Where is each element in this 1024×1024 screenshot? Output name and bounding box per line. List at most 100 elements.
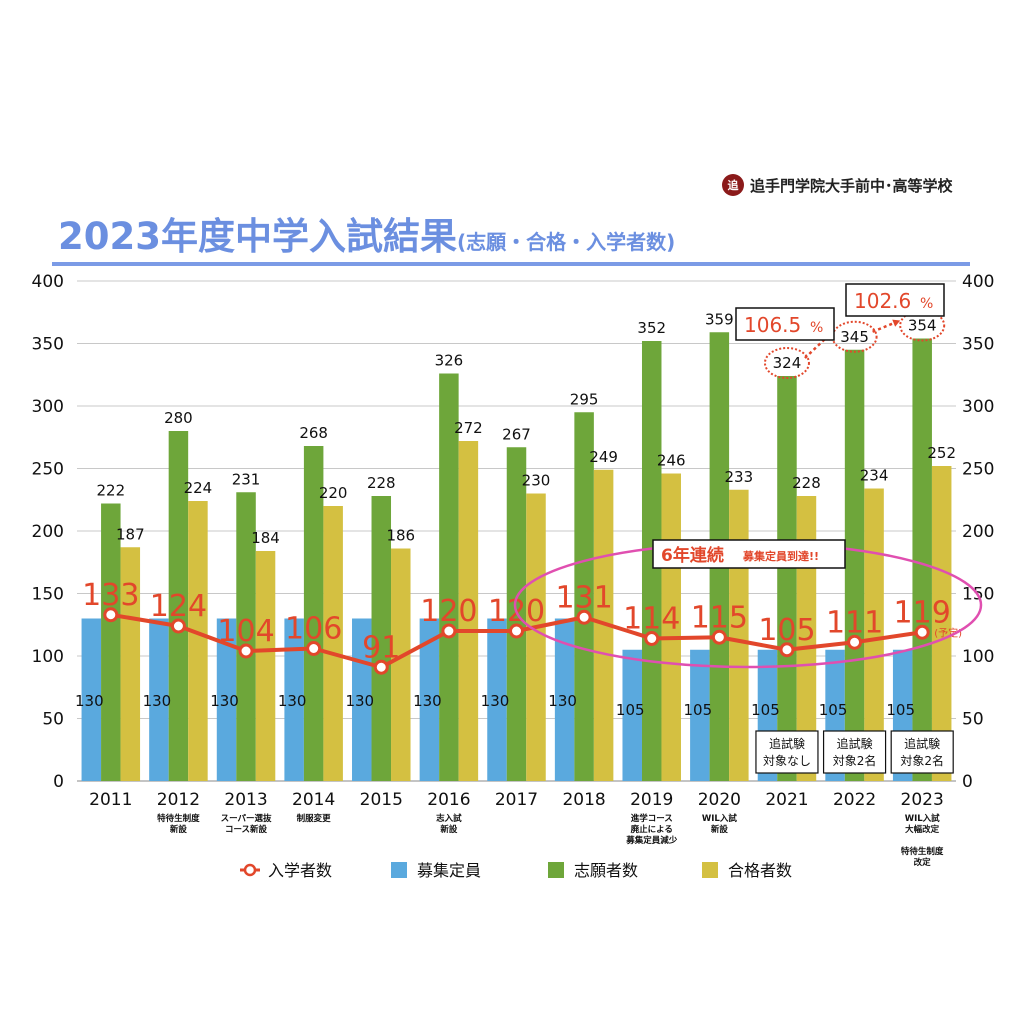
growth-arrow-head [892, 319, 901, 327]
enrolled-value-label: 91 [362, 630, 400, 665]
enrolled-point [170, 618, 186, 634]
capacity-value-label: 105 [616, 701, 645, 719]
growth-pct-unit: % [920, 296, 933, 312]
supplementary-exam-text: 対象2名 [900, 753, 944, 768]
applicants-bar [844, 349, 865, 781]
y-tick-right: 350 [962, 335, 994, 355]
category-note: 進学コース [631, 813, 673, 824]
passed-value-label: 234 [860, 467, 889, 485]
passed-bar [391, 548, 411, 781]
enrolled-point [914, 624, 930, 640]
applicants-value-label: 280 [164, 409, 193, 427]
category-note: WIL入試 [905, 813, 940, 824]
legend-bar-swatch [702, 862, 718, 878]
passed-value-label: 220 [319, 484, 348, 502]
supplementary-exam-text: 追試験 [904, 736, 940, 751]
category-note: 特待生制度 [901, 846, 944, 857]
banner-big-text: 6年連続 [661, 545, 724, 566]
passed-value-label: 272 [454, 419, 483, 437]
enrolled-point [306, 641, 322, 656]
capacity-value-label: 105 [886, 701, 915, 719]
capacity-bar [149, 618, 169, 781]
growth-pct-value: 102.6 [854, 289, 911, 313]
title-sub: (志願・合格・入学者数) [456, 230, 676, 254]
growth-highlight-circle [763, 347, 810, 379]
passed-value-label: 252 [927, 444, 956, 462]
enrolled-point [238, 643, 254, 659]
applicants-bar [912, 338, 932, 781]
growth-pct-box [735, 307, 835, 341]
growth-pct-unit: % [810, 320, 823, 336]
applicants-value-label: 352 [637, 319, 666, 337]
legend-bar-swatch [391, 862, 407, 878]
x-tick-label: 2015 [360, 790, 403, 810]
supplementary-exam-text: 追試験 [769, 736, 805, 751]
capacity-bar [554, 618, 575, 781]
enrolled-value-label: 119 [894, 595, 951, 630]
x-tick-label: 2023 [901, 790, 944, 810]
y-tick-right: 250 [962, 460, 994, 480]
category-note: WIL入試 [702, 813, 737, 824]
category-note: 募集定員減少 [625, 835, 678, 846]
capacity-value-label: 130 [210, 692, 239, 710]
y-tick-left: 200 [32, 522, 64, 542]
supplementary-exam-box [890, 730, 954, 774]
applicants-bar [101, 503, 121, 781]
passed-value-label: 184 [251, 529, 280, 547]
category-note: 制服変更 [297, 813, 332, 824]
legend-label: 入学者数 [268, 861, 332, 880]
x-tick-label: 2019 [630, 790, 673, 810]
enrolled-point [847, 634, 863, 650]
supplementary-exam-box [822, 730, 887, 774]
y-tick-right: 50 [962, 710, 984, 730]
enrolled-point [441, 623, 457, 639]
x-tick-label: 2014 [292, 790, 335, 810]
enrolled-value-label: 106 [285, 612, 342, 647]
y-tick-left: 100 [32, 647, 64, 667]
enrolled-value-label: 111 [826, 605, 883, 640]
passed-bar [931, 466, 952, 781]
passed-value-label: 187 [116, 525, 145, 543]
applicants-value-label: 268 [299, 424, 328, 442]
category-note: 改定 [914, 857, 932, 868]
supplementary-exam-text: 追試験 [837, 736, 873, 751]
passed-bar [323, 506, 343, 781]
passed-bar [188, 501, 208, 781]
y-tick-left: 400 [32, 272, 64, 292]
x-tick-label: 2021 [765, 790, 808, 810]
applicants-value-label: 354 [908, 317, 937, 335]
passed-value-label: 224 [184, 479, 213, 497]
category-note: 新設 [440, 824, 458, 835]
applicants-value-label: 222 [96, 482, 125, 500]
growth-highlight-circle [899, 309, 946, 342]
y-tick-left: 0 [53, 772, 64, 792]
enrolled-point [103, 607, 119, 623]
applicants-value-label: 228 [367, 474, 396, 492]
capacity-value-label: 105 [684, 701, 713, 719]
capacity-value-label: 130 [75, 692, 104, 710]
enrolled-point [711, 629, 727, 645]
page-title: 2023年度中学入試結果(志願・合格・入学者数) [58, 206, 675, 260]
capacity-bar [487, 618, 507, 781]
enrolled-point [644, 631, 660, 646]
y-tick-right: 100 [962, 647, 994, 667]
x-tick-label: 2018 [562, 790, 605, 810]
applicants-bar [641, 341, 662, 781]
enrolled-value-label: 115 [691, 600, 748, 635]
growth-pct-box [845, 283, 945, 317]
y-tick-left: 300 [32, 397, 64, 417]
y-tick-left: 50 [42, 710, 64, 730]
enrolled-point [509, 623, 524, 639]
y-tick-left: 350 [32, 335, 64, 355]
capacity-bar [81, 618, 102, 781]
applicants-bar [574, 412, 594, 781]
banner-small-text: 募集定員到達!! [742, 549, 819, 563]
y-tick-right: 200 [962, 522, 994, 542]
category-note: 志入試 [436, 813, 462, 824]
applicants-value-label: 345 [840, 328, 869, 346]
legend-point-swatch [243, 863, 257, 877]
applicants-value-label: 324 [773, 354, 802, 372]
passed-value-label: 228 [792, 474, 821, 492]
banner-box [652, 539, 846, 569]
